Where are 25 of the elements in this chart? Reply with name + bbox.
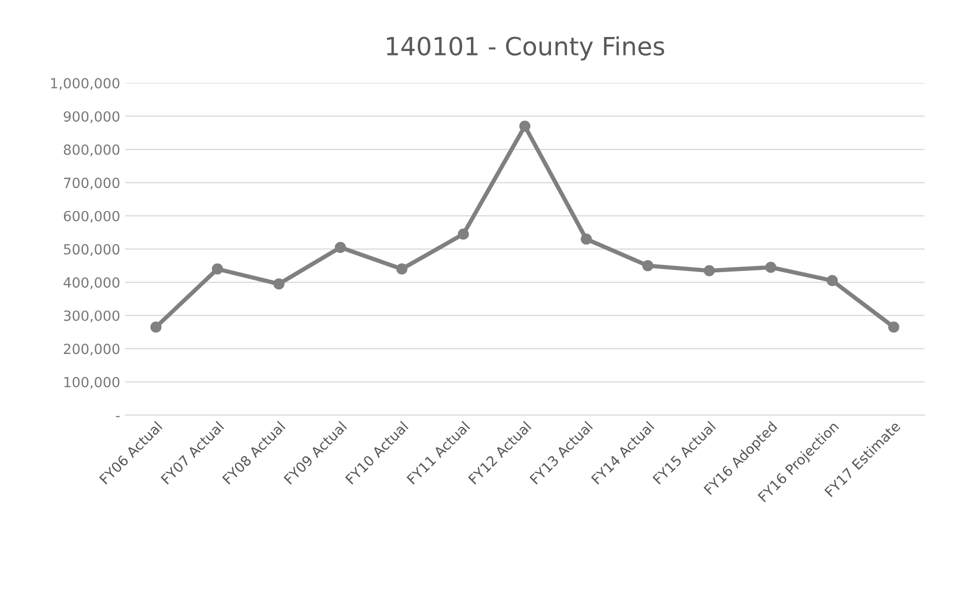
- point: [519, 120, 530, 132]
- point: [642, 260, 654, 272]
- point: [334, 242, 346, 253]
- y-tick-label: 400,000: [64, 277, 120, 290]
- y-tick-label: 500,000: [64, 244, 120, 256]
- point: [580, 234, 592, 245]
- chart-title: 140101 - County Fines: [387, 36, 664, 60]
- y-tick-label: 100,000: [64, 376, 120, 389]
- y-tick-label: 200,000: [64, 344, 120, 356]
- y-tick-label: 600,000: [64, 210, 120, 223]
- y-tick-label: 900,000: [64, 111, 120, 124]
- y-tick-label: 300,000: [64, 310, 120, 322]
- point: [396, 263, 408, 275]
- point: [273, 278, 284, 290]
- point: [212, 263, 223, 275]
- point: [826, 275, 838, 286]
- y-tick-label: 700,000: [64, 178, 120, 190]
- y-tick-label: 800,000: [64, 144, 120, 156]
- point: [704, 265, 715, 276]
- y-tick-label: 1,000,000: [51, 78, 120, 90]
- point: [765, 262, 776, 273]
- y-tick-label: -: [116, 416, 120, 418]
- point: [150, 322, 162, 333]
- point: [458, 228, 469, 240]
- point: [888, 322, 900, 333]
